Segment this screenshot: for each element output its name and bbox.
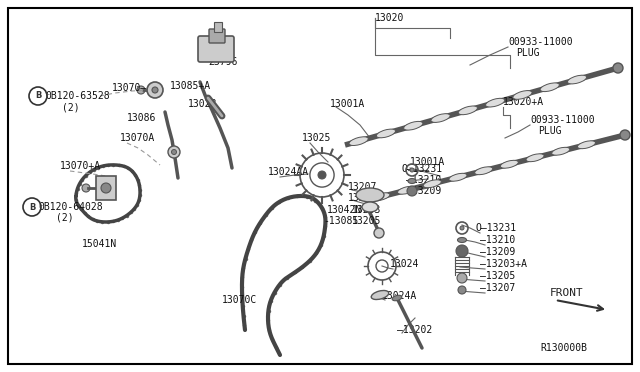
Text: -13085: -13085 bbox=[323, 216, 358, 226]
Text: PLUG: PLUG bbox=[516, 48, 540, 58]
Ellipse shape bbox=[552, 147, 570, 155]
Text: B: B bbox=[35, 92, 41, 100]
Text: (2): (2) bbox=[56, 213, 74, 223]
Text: O—13231: O—13231 bbox=[402, 164, 443, 174]
Ellipse shape bbox=[431, 114, 450, 122]
Text: 0B120-64028: 0B120-64028 bbox=[38, 202, 102, 212]
Ellipse shape bbox=[392, 295, 402, 301]
Text: 13028: 13028 bbox=[188, 99, 218, 109]
Circle shape bbox=[152, 87, 158, 93]
Ellipse shape bbox=[423, 180, 442, 188]
Text: —13203+A: —13203+A bbox=[480, 259, 527, 269]
Text: —13209: —13209 bbox=[480, 247, 515, 257]
Text: 13025: 13025 bbox=[302, 133, 332, 143]
Text: R130000B: R130000B bbox=[540, 343, 587, 353]
Circle shape bbox=[137, 86, 145, 94]
Circle shape bbox=[620, 130, 630, 140]
Circle shape bbox=[410, 168, 414, 172]
Ellipse shape bbox=[408, 179, 416, 183]
Ellipse shape bbox=[397, 186, 415, 194]
Text: B: B bbox=[29, 202, 35, 212]
Ellipse shape bbox=[372, 193, 390, 201]
Circle shape bbox=[456, 245, 468, 257]
Text: —13209: —13209 bbox=[406, 186, 441, 196]
Circle shape bbox=[82, 184, 90, 192]
FancyBboxPatch shape bbox=[198, 36, 234, 62]
Circle shape bbox=[458, 286, 466, 294]
Text: 13070C: 13070C bbox=[222, 295, 257, 305]
Ellipse shape bbox=[540, 83, 559, 92]
Text: 13020: 13020 bbox=[375, 13, 404, 23]
Text: 13042N: 13042N bbox=[327, 205, 362, 215]
FancyBboxPatch shape bbox=[209, 29, 225, 43]
Circle shape bbox=[101, 183, 111, 193]
Circle shape bbox=[457, 273, 467, 283]
Ellipse shape bbox=[500, 160, 518, 168]
Circle shape bbox=[374, 228, 384, 238]
Ellipse shape bbox=[376, 129, 396, 138]
Text: 13024: 13024 bbox=[390, 259, 419, 269]
Ellipse shape bbox=[371, 291, 388, 299]
Circle shape bbox=[147, 82, 163, 98]
Text: 13070—: 13070— bbox=[112, 83, 147, 93]
Text: —13207: —13207 bbox=[480, 283, 515, 293]
Text: 13201: 13201 bbox=[348, 193, 378, 203]
Text: 13203: 13203 bbox=[352, 205, 381, 215]
Text: —13205: —13205 bbox=[480, 271, 515, 281]
Text: 13024AA: 13024AA bbox=[268, 167, 309, 177]
Circle shape bbox=[460, 226, 464, 230]
Ellipse shape bbox=[475, 167, 493, 175]
Text: —13210: —13210 bbox=[406, 175, 441, 185]
Text: 13085+A: 13085+A bbox=[170, 81, 211, 91]
Circle shape bbox=[318, 171, 326, 179]
Ellipse shape bbox=[362, 202, 378, 212]
Ellipse shape bbox=[404, 121, 423, 130]
Text: —13202: —13202 bbox=[397, 325, 432, 335]
Ellipse shape bbox=[449, 173, 467, 181]
Text: —13210: —13210 bbox=[480, 235, 515, 245]
Text: 0B120-63528: 0B120-63528 bbox=[45, 91, 109, 101]
Bar bbox=[96, 176, 116, 200]
Ellipse shape bbox=[458, 237, 467, 243]
Text: 13207: 13207 bbox=[348, 182, 378, 192]
Text: 13070+A: 13070+A bbox=[60, 161, 101, 171]
Circle shape bbox=[172, 150, 177, 154]
Text: 13086: 13086 bbox=[127, 113, 156, 123]
Text: 15041N: 15041N bbox=[82, 239, 117, 249]
Text: 13024A: 13024A bbox=[382, 291, 417, 301]
Circle shape bbox=[613, 63, 623, 73]
FancyBboxPatch shape bbox=[214, 22, 222, 32]
Ellipse shape bbox=[356, 188, 384, 202]
Text: FRONT: FRONT bbox=[550, 288, 584, 298]
Text: 00933-11000: 00933-11000 bbox=[530, 115, 595, 125]
Text: PLUG: PLUG bbox=[538, 126, 561, 136]
Text: O—13231: O—13231 bbox=[475, 223, 516, 233]
Text: 13001A: 13001A bbox=[330, 99, 365, 109]
Circle shape bbox=[407, 186, 417, 196]
Ellipse shape bbox=[458, 106, 477, 115]
Ellipse shape bbox=[568, 75, 587, 84]
Ellipse shape bbox=[349, 137, 368, 145]
Text: 00933-11000: 00933-11000 bbox=[508, 37, 573, 47]
Text: 13070A: 13070A bbox=[120, 133, 156, 143]
Text: 23796: 23796 bbox=[208, 57, 237, 67]
Text: 13020+A: 13020+A bbox=[503, 97, 544, 107]
Ellipse shape bbox=[526, 154, 544, 162]
Ellipse shape bbox=[577, 141, 595, 149]
Text: (2): (2) bbox=[62, 102, 79, 112]
Ellipse shape bbox=[513, 91, 532, 99]
Text: 13205: 13205 bbox=[352, 216, 381, 226]
Text: 13001A: 13001A bbox=[410, 157, 445, 167]
Ellipse shape bbox=[486, 98, 505, 107]
Circle shape bbox=[168, 146, 180, 158]
